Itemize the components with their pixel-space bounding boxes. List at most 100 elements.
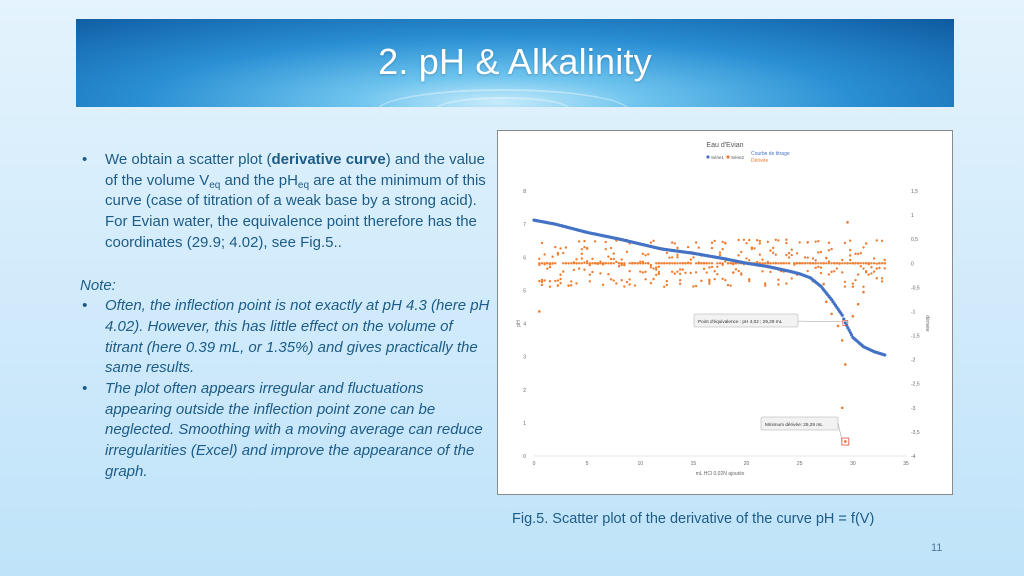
derivative-point xyxy=(875,262,878,265)
x-tick-label: 25 xyxy=(797,461,803,467)
bold-run: derivative curve xyxy=(271,151,386,168)
derivative-point xyxy=(657,265,661,268)
derivative-point xyxy=(753,247,756,250)
derivative-point xyxy=(620,262,623,265)
derivative-point xyxy=(843,440,847,443)
derivative-point xyxy=(862,246,865,249)
y2-axis-label: dérivée xyxy=(924,315,930,332)
derivative-point xyxy=(721,263,724,267)
text-run: ) and the value of the volume V xyxy=(105,151,485,189)
derivative-point xyxy=(570,284,573,287)
derivative-point xyxy=(673,242,677,245)
derivative-point xyxy=(641,252,645,255)
derivative-point xyxy=(647,262,650,265)
derivative-point xyxy=(660,262,663,265)
y2-tick-label: -3,5 xyxy=(911,430,920,436)
derivative-point xyxy=(665,279,669,283)
derivative-point xyxy=(840,406,844,410)
derivative-point xyxy=(819,271,823,275)
derivative-point xyxy=(676,270,679,273)
derivative-point xyxy=(652,267,655,270)
derivative-point xyxy=(681,268,684,271)
page-number: 11 xyxy=(931,542,943,554)
legend-marker xyxy=(726,155,730,159)
derivative-point xyxy=(556,284,560,287)
derivative-point xyxy=(580,257,584,260)
derivative-point xyxy=(851,262,855,265)
derivative-point xyxy=(856,302,860,306)
derivative-point xyxy=(737,238,740,242)
derivative-point xyxy=(670,270,674,273)
derivative-point xyxy=(546,262,549,265)
derivative-point xyxy=(628,269,631,273)
derivative-point xyxy=(742,238,746,241)
derivative-point xyxy=(817,251,820,254)
derivative-point xyxy=(726,262,730,265)
derivative-point xyxy=(692,285,695,288)
derivative-point xyxy=(774,253,777,256)
derivative-point xyxy=(844,363,847,366)
derivative-point xyxy=(540,278,544,282)
derivative-point xyxy=(872,262,876,265)
derivative-point xyxy=(830,262,833,265)
derivative-point xyxy=(880,239,884,243)
derivative-point xyxy=(641,262,645,265)
derivative-point xyxy=(710,265,714,269)
derivative-point xyxy=(591,262,594,265)
derivative-point xyxy=(750,247,754,251)
derivative-point xyxy=(607,255,610,258)
derivative-point xyxy=(862,262,865,265)
derivative-point xyxy=(684,262,687,265)
derivative-point xyxy=(599,262,602,265)
derivative-point xyxy=(827,273,831,276)
derivative-point xyxy=(841,271,844,274)
derivative-point xyxy=(612,257,615,261)
derivative-point xyxy=(817,239,820,243)
y-tick-label: 0 xyxy=(523,454,526,460)
x-tick-label: 35 xyxy=(903,461,909,467)
derivative-point xyxy=(814,240,817,243)
annotation-marker xyxy=(841,437,850,446)
derivative-point xyxy=(827,241,831,244)
derivative-point xyxy=(830,312,833,316)
derivative-point xyxy=(803,256,807,259)
derivative-point xyxy=(540,262,544,265)
derivative-point xyxy=(771,262,775,265)
derivative-point xyxy=(649,266,653,269)
derivative-point xyxy=(849,258,852,262)
derivative-point xyxy=(867,273,870,276)
derivative-point xyxy=(644,278,647,281)
derivative-point xyxy=(849,239,852,242)
derivative-point xyxy=(580,262,584,265)
derivative-point xyxy=(745,241,748,245)
derivative-point xyxy=(806,269,809,273)
derivative-point xyxy=(862,267,865,270)
derivative-point xyxy=(668,262,671,265)
derivative-point xyxy=(713,270,716,273)
derivative-point xyxy=(546,267,549,270)
subscript: eq xyxy=(209,179,221,191)
derivative-point xyxy=(737,269,740,273)
derivative-point xyxy=(777,278,780,281)
derivative-point xyxy=(655,273,658,277)
derivative-point xyxy=(639,260,642,263)
derivative-point xyxy=(856,262,860,265)
derivative-point xyxy=(636,262,639,265)
derivative-point xyxy=(538,310,541,313)
derivative-point xyxy=(588,262,591,265)
derivative-point xyxy=(777,283,780,286)
derivative-point xyxy=(708,282,711,285)
derivative-point xyxy=(543,279,546,282)
derivative-point xyxy=(843,280,847,284)
derivative-point xyxy=(585,260,589,263)
derivative-point xyxy=(721,277,724,281)
derivative-point xyxy=(827,249,831,252)
derivative-point xyxy=(824,300,828,304)
derivative-point xyxy=(798,241,801,244)
derivative-point xyxy=(875,267,878,270)
derivative-point xyxy=(790,248,793,251)
derivative-point xyxy=(822,262,825,265)
derivative-point xyxy=(551,255,554,258)
derivative-point xyxy=(795,262,799,265)
derivative-point xyxy=(745,257,748,260)
